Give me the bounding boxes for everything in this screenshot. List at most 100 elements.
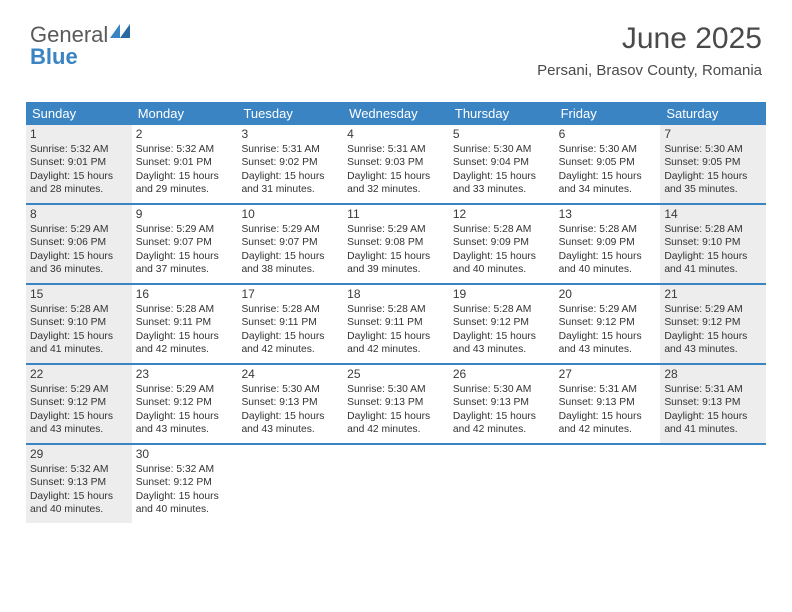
calendar-cell: 8 Sunrise: 5:29 AMSunset: 9:06 PMDaylight… <box>26 205 132 283</box>
calendar-cell: 12 Sunrise: 5:28 AMSunset: 9:09 PMDayligh… <box>449 205 555 283</box>
day-number: 19 <box>453 287 551 301</box>
calendar-cell: 26 Sunrise: 5:30 AMSunset: 9:13 PMDayligh… <box>449 365 555 443</box>
day-number: 22 <box>30 367 128 381</box>
calendar-cell-empty <box>555 445 661 523</box>
calendar-cell: 19 Sunrise: 5:28 AMSunset: 9:12 PMDayligh… <box>449 285 555 363</box>
day-number: 18 <box>347 287 445 301</box>
day-details: Sunrise: 5:30 AMSunset: 9:05 PMDaylight:… <box>664 143 762 197</box>
day-number: 2 <box>136 127 234 141</box>
day-number: 16 <box>136 287 234 301</box>
day-number: 24 <box>241 367 339 381</box>
calendar-row: 22Sunrise: 5:29 AMSunset: 9:12 PMDayligh… <box>26 365 766 445</box>
weekday-header: Thursday <box>449 102 555 125</box>
day-number: 8 <box>30 207 128 221</box>
day-details: Sunrise: 5:31 AMSunset: 9:02 PMDaylight:… <box>241 143 339 197</box>
calendar-cell: 11 Sunrise: 5:29 AMSunset: 9:08 PMDayligh… <box>343 205 449 283</box>
calendar-cell: 5 Sunrise: 5:30 AMSunset: 9:04 PMDaylight… <box>449 125 555 203</box>
day-details: Sunrise: 5:29 AMSunset: 9:12 PMDaylight:… <box>664 303 762 357</box>
day-number: 14 <box>664 207 762 221</box>
day-number: 29 <box>30 447 128 461</box>
calendar-row: 29 Sunrise: 5:32 AMSunset: 9:13 PMDayligh… <box>26 445 766 523</box>
day-details: Sunrise: 5:30 AMSunset: 9:05 PMDaylight:… <box>559 143 657 197</box>
weekday-header: Tuesday <box>237 102 343 125</box>
calendar-cell: 3 Sunrise: 5:31 AMSunset: 9:02 PMDaylight… <box>237 125 343 203</box>
logo-mark-icon <box>110 24 130 38</box>
weekday-header: Monday <box>132 102 238 125</box>
day-number: 12 <box>453 207 551 221</box>
calendar-cell: 6 Sunrise: 5:30 AMSunset: 9:05 PMDaylight… <box>555 125 661 203</box>
calendar-cell: 27Sunrise: 5:31 AMSunset: 9:13 PMDayligh… <box>555 365 661 443</box>
day-details: Sunrise: 5:30 AMSunset: 9:13 PMDaylight:… <box>453 383 551 437</box>
calendar-cell: 10Sunrise: 5:29 AMSunset: 9:07 PMDayligh… <box>237 205 343 283</box>
day-details: Sunrise: 5:28 AMSunset: 9:12 PMDaylight:… <box>453 303 551 357</box>
day-details: Sunrise: 5:28 AMSunset: 9:10 PMDaylight:… <box>664 223 762 277</box>
calendar-cell: 22Sunrise: 5:29 AMSunset: 9:12 PMDayligh… <box>26 365 132 443</box>
day-number: 28 <box>664 367 762 381</box>
day-number: 6 <box>559 127 657 141</box>
calendar-row: 1 Sunrise: 5:32 AMSunset: 9:01 PMDaylight… <box>26 125 766 205</box>
weekday-header: Friday <box>555 102 661 125</box>
weekday-header: Saturday <box>660 102 766 125</box>
day-details: Sunrise: 5:32 AMSunset: 9:01 PMDaylight:… <box>30 143 128 197</box>
day-details: Sunrise: 5:29 AMSunset: 9:06 PMDaylight:… <box>30 223 128 277</box>
calendar-cell-empty <box>343 445 449 523</box>
calendar: SundayMondayTuesdayWednesdayThursdayFrid… <box>26 102 766 523</box>
day-number: 21 <box>664 287 762 301</box>
day-number: 17 <box>241 287 339 301</box>
day-number: 5 <box>453 127 551 141</box>
logo: General Blue <box>30 24 130 68</box>
day-number: 9 <box>136 207 234 221</box>
day-details: Sunrise: 5:31 AMSunset: 9:13 PMDaylight:… <box>559 383 657 437</box>
calendar-cell: 24 Sunrise: 5:30 AMSunset: 9:13 PMDayligh… <box>237 365 343 443</box>
location-text: Persani, Brasov County, Romania <box>537 62 762 79</box>
day-details: Sunrise: 5:32 AMSunset: 9:01 PMDaylight:… <box>136 143 234 197</box>
day-details: Sunrise: 5:28 AMSunset: 9:11 PMDaylight:… <box>347 303 445 357</box>
day-number: 26 <box>453 367 551 381</box>
logo-text-2: Blue <box>30 44 78 69</box>
day-details: Sunrise: 5:30 AMSunset: 9:13 PMDaylight:… <box>241 383 339 437</box>
calendar-cell-empty <box>449 445 555 523</box>
day-number: 4 <box>347 127 445 141</box>
day-details: Sunrise: 5:28 AMSunset: 9:10 PMDaylight:… <box>30 303 128 357</box>
page-title: June 2025 <box>537 22 762 56</box>
weekday-header: Wednesday <box>343 102 449 125</box>
day-number: 15 <box>30 287 128 301</box>
day-details: Sunrise: 5:32 AMSunset: 9:13 PMDaylight:… <box>30 463 128 517</box>
day-number: 11 <box>347 207 445 221</box>
calendar-cell: 28 Sunrise: 5:31 AMSunset: 9:13 PMDayligh… <box>660 365 766 443</box>
calendar-row: 15 Sunrise: 5:28 AMSunset: 9:10 PMDayligh… <box>26 285 766 365</box>
calendar-cell: 9 Sunrise: 5:29 AMSunset: 9:07 PMDaylight… <box>132 205 238 283</box>
day-number: 1 <box>30 127 128 141</box>
calendar-cell: 16Sunrise: 5:28 AMSunset: 9:11 PMDayligh… <box>132 285 238 363</box>
calendar-body: 1 Sunrise: 5:32 AMSunset: 9:01 PMDaylight… <box>26 125 766 523</box>
day-details: Sunrise: 5:29 AMSunset: 9:07 PMDaylight:… <box>136 223 234 277</box>
weekday-header: Sunday <box>26 102 132 125</box>
calendar-cell: 20 Sunrise: 5:29 AMSunset: 9:12 PMDayligh… <box>555 285 661 363</box>
day-details: Sunrise: 5:29 AMSunset: 9:08 PMDaylight:… <box>347 223 445 277</box>
day-details: Sunrise: 5:28 AMSunset: 9:09 PMDaylight:… <box>559 223 657 277</box>
day-details: Sunrise: 5:28 AMSunset: 9:09 PMDaylight:… <box>453 223 551 277</box>
day-details: Sunrise: 5:31 AMSunset: 9:13 PMDaylight:… <box>664 383 762 437</box>
calendar-cell: 25Sunrise: 5:30 AMSunset: 9:13 PMDayligh… <box>343 365 449 443</box>
calendar-header-row: SundayMondayTuesdayWednesdayThursdayFrid… <box>26 102 766 125</box>
day-number: 30 <box>136 447 234 461</box>
calendar-cell-empty <box>237 445 343 523</box>
calendar-cell: 7 Sunrise: 5:30 AMSunset: 9:05 PMDaylight… <box>660 125 766 203</box>
day-details: Sunrise: 5:29 AMSunset: 9:12 PMDaylight:… <box>559 303 657 357</box>
day-number: 7 <box>664 127 762 141</box>
calendar-cell: 14 Sunrise: 5:28 AMSunset: 9:10 PMDayligh… <box>660 205 766 283</box>
title-block: June 2025 Persani, Brasov County, Romani… <box>537 22 762 79</box>
day-number: 25 <box>347 367 445 381</box>
calendar-cell: 18 Sunrise: 5:28 AMSunset: 9:11 PMDayligh… <box>343 285 449 363</box>
calendar-cell: 21 Sunrise: 5:29 AMSunset: 9:12 PMDayligh… <box>660 285 766 363</box>
calendar-cell: 23Sunrise: 5:29 AMSunset: 9:12 PMDayligh… <box>132 365 238 443</box>
calendar-cell: 2 Sunrise: 5:32 AMSunset: 9:01 PMDaylight… <box>132 125 238 203</box>
day-number: 20 <box>559 287 657 301</box>
calendar-cell: 13Sunrise: 5:28 AMSunset: 9:09 PMDayligh… <box>555 205 661 283</box>
calendar-cell: 1 Sunrise: 5:32 AMSunset: 9:01 PMDaylight… <box>26 125 132 203</box>
calendar-cell: 30Sunrise: 5:32 AMSunset: 9:12 PMDayligh… <box>132 445 238 523</box>
day-details: Sunrise: 5:30 AMSunset: 9:04 PMDaylight:… <box>453 143 551 197</box>
calendar-cell: 17Sunrise: 5:28 AMSunset: 9:11 PMDayligh… <box>237 285 343 363</box>
calendar-row: 8 Sunrise: 5:29 AMSunset: 9:06 PMDaylight… <box>26 205 766 285</box>
day-number: 3 <box>241 127 339 141</box>
